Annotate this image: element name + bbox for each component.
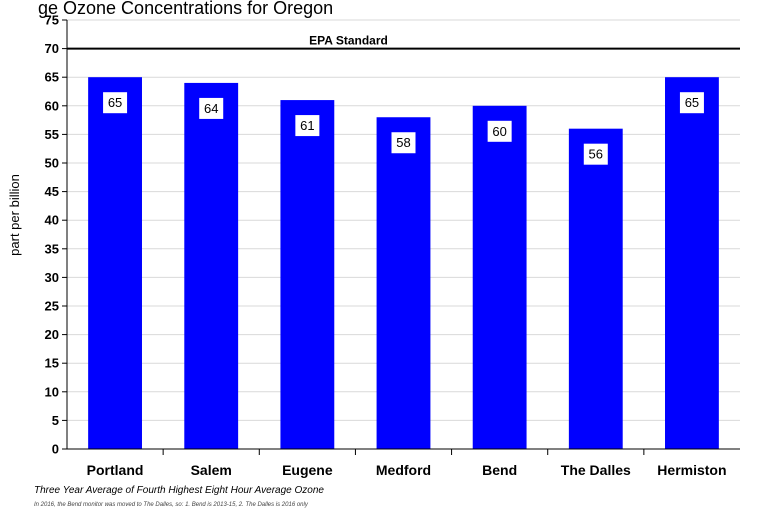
data-label-box	[391, 132, 416, 154]
bar	[568, 128, 623, 449]
bar	[184, 82, 239, 450]
chart-caption: Three Year Average of Fourth Highest Eig…	[34, 485, 324, 496]
x-tick-label: The Dalles	[561, 462, 631, 478]
data-label-box	[103, 92, 128, 114]
y-tick-label: 15	[45, 356, 59, 371]
y-tick-label: 35	[45, 241, 59, 256]
axes	[66, 20, 740, 450]
y-tick-label: 50	[45, 156, 59, 171]
x-tick-label: Medford	[376, 462, 431, 478]
y-tick-label: 70	[45, 41, 59, 56]
x-tick-labels: Portland Salem Eugene Medford Bend The Dalles…	[87, 449, 727, 478]
y-tick-label: 0	[52, 442, 59, 457]
data-label: 64	[204, 101, 218, 116]
x-tick-label: Bend	[482, 462, 517, 478]
y-tick-label: 55	[45, 127, 59, 142]
data-label-box	[487, 120, 512, 142]
data-label: 65	[108, 95, 122, 110]
y-tick-label: 75	[45, 13, 59, 28]
y-tick-label: 40	[45, 213, 59, 228]
x-tick-label: Portland	[87, 462, 144, 478]
epa-standard-label: EPA Standard	[309, 34, 388, 48]
data-label-box	[199, 97, 224, 119]
bar	[472, 105, 527, 450]
data-label: 60	[492, 124, 506, 139]
data-label: 61	[300, 118, 314, 133]
data-label-box	[679, 92, 704, 114]
bar	[665, 77, 719, 449]
x-tick-label: Salem	[191, 462, 232, 478]
y-tick-label: 20	[45, 327, 59, 342]
data-label: 65	[685, 95, 699, 110]
y-tick-label: 65	[45, 70, 59, 85]
y-tick-label: 45	[45, 184, 59, 199]
x-tick-label: Hermiston	[657, 462, 726, 478]
bar	[280, 100, 335, 449]
epa-standard-line-group: EPA Standard	[67, 34, 740, 50]
data-label: 58	[396, 135, 410, 150]
y-tick-label: 60	[45, 98, 59, 113]
y-tick-label: 25	[45, 299, 59, 314]
y-axis-label: part per billion	[7, 174, 22, 256]
y-tick-labels: 0 5 10 15 20 25 30 35 40 45 50 55 60 65 70 75	[45, 13, 67, 457]
data-label-box	[295, 115, 320, 137]
bars: 65 64 61 58 60 56 65	[88, 77, 719, 450]
bar	[376, 117, 431, 450]
chart-footnote: In 2016, the Bend monitor was moved to T…	[34, 502, 308, 508]
bar	[88, 77, 142, 449]
data-label: 56	[589, 147, 603, 162]
y-tick-label: 30	[45, 270, 59, 285]
y-tick-label: 5	[52, 413, 59, 428]
y-tick-label: 10	[45, 384, 59, 399]
chart-title: ge Ozone Concentrations for Oregon	[38, 0, 333, 18]
data-label-box	[583, 143, 608, 165]
x-tick-label: Eugene	[282, 462, 333, 478]
